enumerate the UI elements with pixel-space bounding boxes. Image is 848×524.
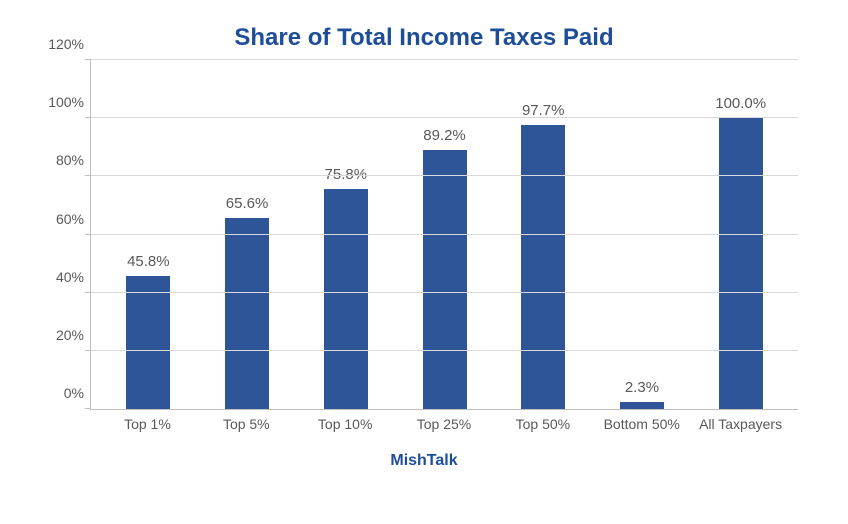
x-axis-labels: Top 1%Top 5%Top 10%Top 25%Top 50%Bottom … <box>90 410 798 434</box>
bar <box>324 189 368 409</box>
bar-slot: 65.6% <box>198 60 297 409</box>
x-axis-label: Bottom 50% <box>592 416 691 434</box>
y-tick-mark <box>85 175 91 176</box>
bar-value-label: 100.0% <box>715 95 766 112</box>
y-axis-label: 20% <box>36 327 84 343</box>
bar <box>423 150 467 409</box>
chart-title: Share of Total Income Taxes Paid <box>30 24 818 52</box>
gridline <box>91 175 798 176</box>
x-axis-label: Top 5% <box>197 416 296 434</box>
bar-slot: 100.0% <box>691 60 790 409</box>
bar-value-label: 65.6% <box>226 195 269 212</box>
bar <box>521 125 565 409</box>
y-axis-label: 40% <box>36 269 84 285</box>
y-tick-mark <box>85 292 91 293</box>
bar <box>225 218 269 409</box>
y-tick-mark <box>85 234 91 235</box>
x-axis-label: Top 50% <box>493 416 592 434</box>
bar <box>719 118 763 409</box>
y-axis-label: 60% <box>36 211 84 227</box>
bar-value-label: 45.8% <box>127 253 170 270</box>
x-axis-label: All Taxpayers <box>691 416 790 434</box>
bar <box>620 402 664 409</box>
y-axis-label: 80% <box>36 152 84 168</box>
y-tick-mark <box>85 350 91 351</box>
bar-value-label: 75.8% <box>325 166 368 183</box>
bar-slot: 2.3% <box>593 60 692 409</box>
bars-group: 45.8% 65.6% 75.8% 89.2% 97.7% 2.3% 100.0% <box>91 60 798 409</box>
y-tick-mark <box>85 408 91 409</box>
gridline <box>91 292 798 293</box>
y-axis-label: 0% <box>36 385 84 401</box>
chart-footer: MishTalk <box>30 452 818 470</box>
x-axis-label: Top 25% <box>395 416 494 434</box>
chart-container: Share of Total Income Taxes Paid 45.8% 65… <box>0 0 848 524</box>
bar-slot: 45.8% <box>99 60 198 409</box>
x-axis-label: Top 10% <box>296 416 395 434</box>
bar-slot: 97.7% <box>494 60 593 409</box>
x-axis-label: Top 1% <box>98 416 197 434</box>
bar-value-label: 89.2% <box>423 127 466 144</box>
bar-slot: 75.8% <box>296 60 395 409</box>
plot-area: 45.8%65.6%75.8%89.2%97.7%2.3%100.0% 0%20… <box>90 60 798 410</box>
bar <box>126 276 170 409</box>
y-axis-label: 100% <box>36 94 84 110</box>
gridline <box>91 234 798 235</box>
bar-slot: 89.2% <box>395 60 494 409</box>
y-tick-mark <box>85 117 91 118</box>
bar-value-label: 2.3% <box>625 379 659 396</box>
gridline <box>91 59 798 60</box>
gridline <box>91 117 798 118</box>
gridline <box>91 350 798 351</box>
y-axis-label: 120% <box>36 36 84 52</box>
y-tick-mark <box>85 59 91 60</box>
